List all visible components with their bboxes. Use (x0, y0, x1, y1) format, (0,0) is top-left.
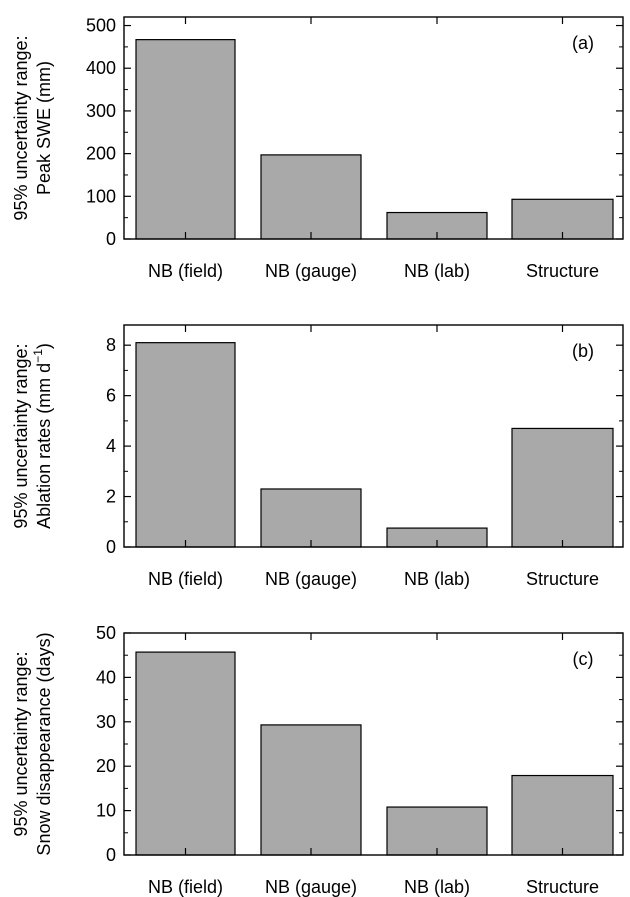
panel-b: 0 2 4 6 8 NB (field) NB (gauge) NB (lab) Structu… (11, 324, 624, 589)
y-axis-label-line-2: Ablation rates (mm d−1) (31, 343, 54, 529)
y-tick-label: 50 (96, 623, 116, 643)
y-tick-label: 30 (96, 712, 116, 732)
y-axis-label: 95% uncertainty range: Snow disappearance… (11, 632, 54, 855)
y-axis-label-superscript: −1 (31, 349, 45, 363)
y-tick-label: 4 (106, 436, 116, 456)
bar-4 (511, 774, 614, 856)
bar-1 (135, 651, 236, 856)
category-label: NB (gauge) (265, 261, 357, 281)
y-axis-label: 95% uncertainty range: Peak SWE (mm) (11, 35, 54, 220)
panel-c: 0 10 20 30 40 50 NB (field) NB (gauge) NB (lab) S… (11, 623, 624, 897)
category-label: Structure (526, 261, 599, 281)
y-axis-label-line-2: Peak SWE (mm) (34, 61, 54, 195)
panel-label: (c) (573, 649, 594, 669)
category-label: NB (field) (148, 261, 223, 281)
plot-frame (123, 16, 624, 240)
y-tick-label: 6 (106, 386, 116, 406)
y-tick-label: 0 (106, 845, 116, 865)
y-axis-label-line-1: 95% uncertainty range: (11, 651, 31, 836)
bar-2 (260, 488, 362, 548)
bar-2 (260, 724, 362, 856)
category-label: NB (field) (148, 877, 223, 897)
y-tick-label: 8 (106, 335, 116, 355)
category-label: NB (field) (148, 569, 223, 589)
y-tick-label: 20 (96, 756, 116, 776)
y-tick-label: 0 (106, 537, 116, 557)
y-tick-label: 500 (86, 16, 116, 36)
panel-a: 0 100 200 300 400 500 NB (field) NB (gauge) NB (… (11, 16, 624, 281)
category-label: NB (gauge) (265, 877, 357, 897)
y-axis-label-main: Ablation rates (mm d (34, 363, 54, 529)
y-tick-label: 0 (106, 229, 116, 249)
plot-frame (123, 324, 624, 548)
y-axis-label-line-1: 95% uncertainty range: (11, 35, 31, 220)
y-tick-label: 300 (86, 101, 116, 121)
category-label: NB (lab) (404, 569, 470, 589)
y-tick-label: 2 (106, 487, 116, 507)
y-axis-label-line-1: 95% uncertainty range: (11, 343, 31, 528)
y-axis-label-close: ) (34, 343, 54, 349)
category-label: NB (lab) (404, 261, 470, 281)
y-tick-label: 400 (86, 58, 116, 78)
bar-2 (260, 154, 362, 240)
y-tick-label: 100 (86, 186, 116, 206)
category-label: Structure (526, 877, 599, 897)
category-label: NB (lab) (404, 877, 470, 897)
y-tick-label: 10 (96, 801, 116, 821)
panel-label: (a) (572, 33, 594, 53)
category-label: NB (gauge) (265, 569, 357, 589)
bar-3 (386, 806, 488, 856)
panel-label: (b) (572, 341, 594, 361)
bar-1 (135, 342, 236, 548)
y-tick-label: 200 (86, 144, 116, 164)
y-axis-label: 95% uncertainty range: Ablation rates (mm… (11, 343, 54, 529)
bar-1 (135, 39, 236, 240)
bar-4 (511, 427, 614, 548)
y-axis-label-line-2: Snow disappearance (days) (34, 632, 54, 855)
category-label: Structure (526, 569, 599, 589)
y-tick-label: 40 (96, 667, 116, 687)
